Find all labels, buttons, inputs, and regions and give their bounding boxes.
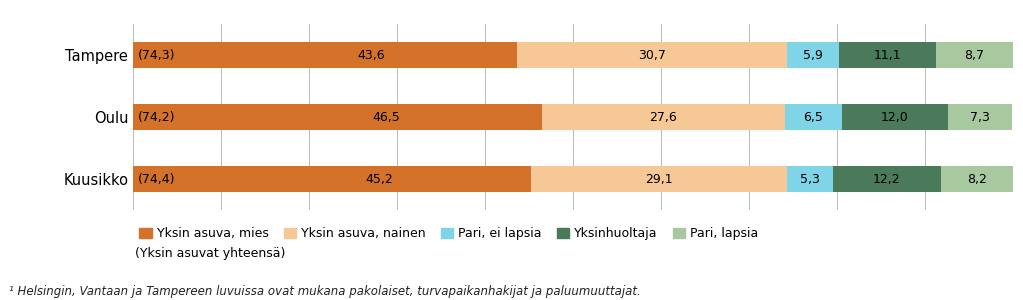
Text: 5,9: 5,9 <box>803 49 822 62</box>
Text: 30,7: 30,7 <box>637 49 666 62</box>
Bar <box>133 104 542 130</box>
Text: 8,7: 8,7 <box>965 49 984 62</box>
Text: 46,5: 46,5 <box>372 110 401 124</box>
Text: ¹ Helsingin, Vantaan ja Tampereen luvuissa ovat mukana pakolaiset, turvapaikanha: ¹ Helsingin, Vantaan ja Tampereen luvuis… <box>9 285 641 298</box>
Text: 7,3: 7,3 <box>970 110 989 124</box>
Bar <box>133 166 531 192</box>
Bar <box>785 104 842 130</box>
Text: (74,2): (74,2) <box>138 110 176 124</box>
Text: (Yksin asuvat yhteensä): (Yksin asuvat yhteensä) <box>135 248 285 260</box>
Text: 12,2: 12,2 <box>874 172 901 185</box>
Bar <box>517 42 787 68</box>
Text: 8,2: 8,2 <box>967 172 986 185</box>
Text: (74,3): (74,3) <box>138 49 176 62</box>
Bar <box>940 166 1013 192</box>
Bar <box>787 166 834 192</box>
Bar <box>542 104 785 130</box>
Bar <box>133 42 517 68</box>
Legend: Yksin asuva, mies, Yksin asuva, nainen, Pari, ei lapsia, Yksinhuoltaja, Pari, la: Yksin asuva, mies, Yksin asuva, nainen, … <box>139 227 758 240</box>
Bar <box>947 104 1012 130</box>
Bar <box>936 42 1013 68</box>
Bar <box>839 42 936 68</box>
Text: (74,4): (74,4) <box>138 172 176 185</box>
Text: 29,1: 29,1 <box>644 172 672 185</box>
Text: 45,2: 45,2 <box>365 172 394 185</box>
Bar <box>842 104 947 130</box>
Text: 11,1: 11,1 <box>874 49 901 62</box>
Bar <box>531 166 787 192</box>
Text: 5,3: 5,3 <box>800 172 819 185</box>
Text: 43,6: 43,6 <box>357 49 385 62</box>
Bar <box>787 42 839 68</box>
Bar <box>834 166 940 192</box>
Text: 12,0: 12,0 <box>881 110 908 124</box>
Text: 27,6: 27,6 <box>650 110 677 124</box>
Text: 6,5: 6,5 <box>803 110 824 124</box>
